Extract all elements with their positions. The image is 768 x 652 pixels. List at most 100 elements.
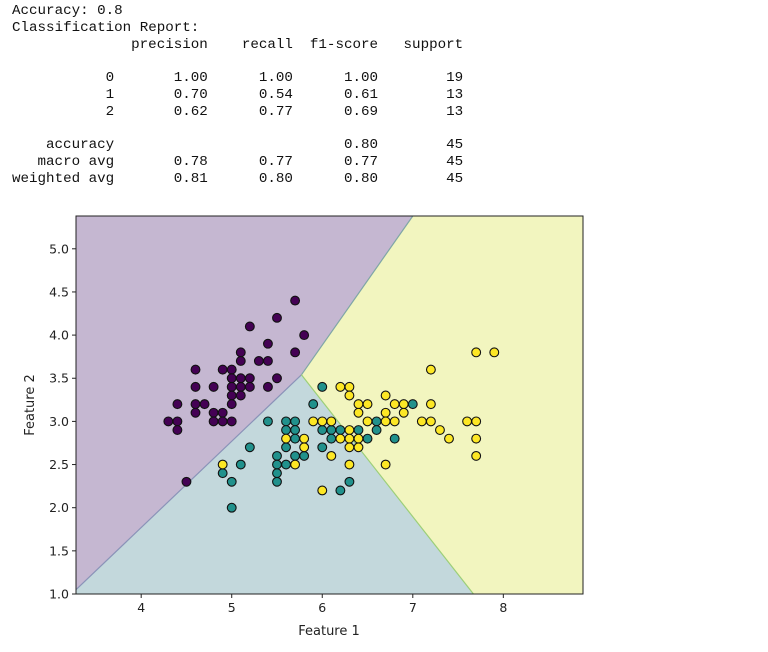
support-value: 45: [446, 154, 464, 171]
row-label: 1: [105, 86, 115, 103]
data-point-class-0: [208, 407, 219, 418]
data-point-class-2: [489, 347, 500, 358]
data-point-class-1: [217, 468, 228, 479]
data-point-class-0: [181, 476, 192, 487]
data-point-class-1: [272, 450, 282, 461]
data-point-class-2: [416, 416, 427, 427]
y-tick-label: 2.0: [49, 500, 69, 515]
data-point-class-2: [299, 442, 310, 453]
x-tick-label: 8: [499, 600, 507, 615]
report-class-row: 2 0.62 0.77 0.69 13: [12, 103, 464, 121]
data-point-class-0: [208, 416, 219, 427]
data-point-class-2: [398, 407, 409, 418]
header-recall: recall: [241, 36, 293, 53]
x-tick-label: 7: [409, 600, 417, 615]
data-point-class-0: [226, 399, 237, 410]
data-point-class-0: [253, 356, 264, 366]
recall-value: 1.00: [258, 70, 293, 87]
data-point-class-0: [272, 373, 282, 384]
data-point-class-0: [244, 373, 255, 384]
report-summary-row: macro avg 0.78 0.77 0.77 45: [12, 154, 464, 171]
data-point-class-0: [290, 347, 301, 358]
data-point-class-2: [344, 425, 355, 435]
data-point-class-2: [344, 442, 355, 453]
row-label: weighted avg: [12, 170, 115, 187]
data-point-class-1: [244, 442, 255, 453]
y-tick-label: 2.5: [49, 457, 69, 472]
data-point-class-0: [190, 364, 201, 375]
data-point-class-2: [425, 416, 436, 427]
precision-value: 0.81: [173, 170, 208, 187]
data-point-class-2: [326, 450, 337, 461]
data-point-class-0: [172, 416, 183, 427]
data-point-class-0: [262, 338, 273, 349]
precision-value: 0.62: [173, 103, 208, 120]
data-point-class-0: [163, 416, 174, 427]
data-point-class-2: [217, 459, 228, 470]
data-point-class-0: [235, 390, 246, 401]
support-value: 45: [446, 170, 464, 187]
data-point-class-1: [389, 433, 400, 444]
data-point-class-2: [353, 399, 364, 410]
report-summary-row: weighted avg 0.81 0.80 0.80 45: [12, 171, 463, 188]
data-point-class-1: [371, 416, 382, 427]
data-point-class-1: [335, 485, 346, 496]
data-point-class-2: [362, 399, 373, 410]
data-point-class-0: [226, 373, 237, 384]
y-tick-label: 5.0: [49, 241, 69, 256]
data-point-class-0: [190, 407, 201, 418]
data-point-class-2: [326, 416, 337, 427]
recall-value: 0.77: [258, 103, 293, 120]
row-label: macro avg: [37, 154, 115, 171]
data-point-class-0: [226, 416, 237, 427]
plot-frame: [75, 215, 584, 595]
data-point-class-2: [471, 416, 482, 427]
data-point-class-0: [272, 312, 282, 323]
data-point-class-2: [389, 399, 400, 410]
data-point-class-2: [462, 416, 473, 427]
data-point-class-2: [471, 433, 482, 444]
data-point-class-2: [425, 364, 436, 375]
data-point-class-0: [208, 381, 219, 392]
data-point-class-0: [244, 321, 255, 332]
data-point-class-1: [326, 425, 337, 435]
support-value: 19: [446, 70, 464, 87]
data-point-class-1: [262, 416, 273, 427]
data-point-class-0: [235, 347, 246, 358]
decision-region-class-2: [301, 216, 583, 594]
report-summary-row: accuracy 0.80 45: [12, 137, 463, 154]
data-point-class-0: [172, 425, 183, 435]
data-point-class-1: [299, 450, 310, 461]
data-point-class-0: [235, 356, 246, 366]
f1-score-value: 0.77: [343, 154, 379, 171]
data-point-class-2: [344, 381, 355, 392]
data-point-class-2: [362, 416, 373, 427]
data-point-class-2: [398, 399, 409, 410]
y-axis-label: Feature 2: [23, 374, 38, 436]
data-point-class-2: [290, 459, 301, 470]
data-point-class-0: [262, 356, 273, 366]
data-point-class-0: [226, 364, 237, 375]
row-label: accuracy: [46, 137, 115, 154]
data-point-class-1: [281, 425, 291, 435]
data-point-class-1: [281, 459, 291, 470]
data-point-class-2: [299, 433, 310, 444]
precision-value: 0.70: [173, 86, 208, 103]
data-point-class-2: [317, 485, 328, 496]
data-point-class-2: [435, 425, 445, 435]
data-point-class-2: [344, 433, 355, 444]
data-point-class-2: [444, 433, 454, 444]
f1-score-value: 0.69: [343, 103, 379, 120]
data-point-class-2: [317, 416, 328, 427]
row-label: 2: [105, 103, 115, 120]
f1-score-value: 1.00: [343, 70, 379, 87]
data-point-class-0: [290, 295, 301, 306]
data-point-class-2: [353, 407, 364, 418]
data-point-class-1: [308, 399, 319, 410]
data-point-class-2: [380, 459, 391, 470]
y-tick-label: 1.0: [49, 587, 69, 602]
data-point-class-0: [235, 381, 246, 392]
y-tick-label: 4.0: [49, 328, 69, 343]
data-point-class-2: [335, 381, 346, 392]
